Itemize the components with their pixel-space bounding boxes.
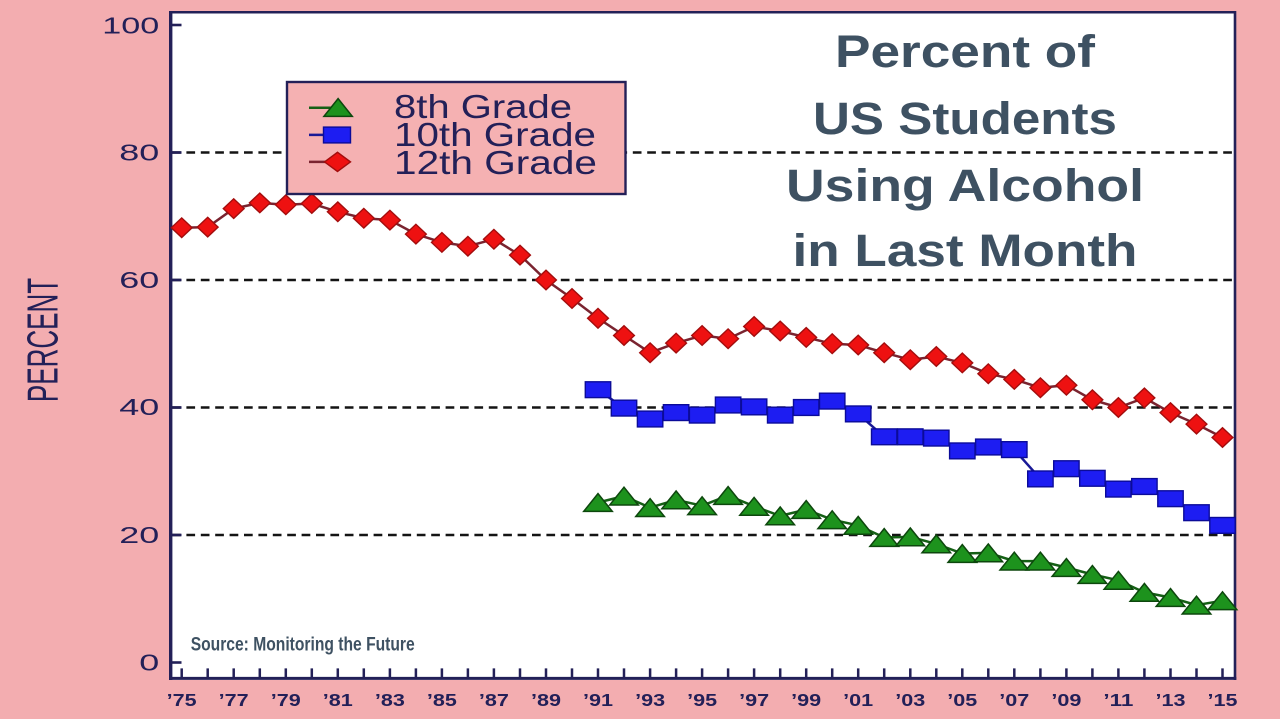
svg-text:’93: ’93: [635, 690, 665, 710]
svg-text:’79: ’79: [271, 690, 301, 710]
svg-text:20: 20: [119, 522, 159, 548]
svg-text:8th Grade: 8th Grade: [394, 88, 572, 125]
svg-text:12th Grade: 12th Grade: [394, 144, 597, 181]
svg-text:in Last Month: in Last Month: [793, 225, 1138, 276]
svg-text:’11: ’11: [1103, 690, 1133, 710]
svg-text:’89: ’89: [531, 690, 561, 710]
svg-text:’81: ’81: [323, 690, 353, 710]
svg-text:100: 100: [102, 12, 159, 38]
svg-text:’07: ’07: [999, 690, 1029, 710]
svg-text:’09: ’09: [1051, 690, 1081, 710]
svg-text:’03: ’03: [895, 690, 925, 710]
svg-text:’99: ’99: [791, 690, 821, 710]
svg-text:Using Alcohol: Using Alcohol: [786, 160, 1144, 211]
svg-text:’13: ’13: [1156, 690, 1186, 710]
svg-text:’95: ’95: [687, 690, 717, 710]
svg-text:’05: ’05: [947, 690, 977, 710]
svg-text:’77: ’77: [219, 690, 249, 710]
svg-text:0: 0: [139, 650, 159, 676]
svg-text:80: 80: [119, 140, 159, 166]
svg-text:’97: ’97: [739, 690, 769, 710]
svg-text:’83: ’83: [375, 690, 405, 710]
svg-text:’85: ’85: [427, 690, 457, 710]
svg-text:’87: ’87: [479, 690, 509, 710]
svg-text:10th Grade: 10th Grade: [394, 116, 596, 153]
svg-text:PERCENT: PERCENT: [19, 278, 67, 402]
svg-text:’91: ’91: [583, 690, 613, 710]
svg-text:Source: Monitoring the Future: Source: Monitoring the Future: [191, 635, 415, 656]
svg-text:60: 60: [119, 267, 159, 293]
svg-text:’75: ’75: [167, 690, 197, 710]
svg-text:’01: ’01: [843, 690, 873, 710]
svg-text:40: 40: [119, 394, 159, 420]
svg-text:US Students: US Students: [813, 93, 1117, 144]
svg-text:’15: ’15: [1208, 690, 1238, 710]
svg-text:Percent of: Percent of: [835, 26, 1096, 77]
